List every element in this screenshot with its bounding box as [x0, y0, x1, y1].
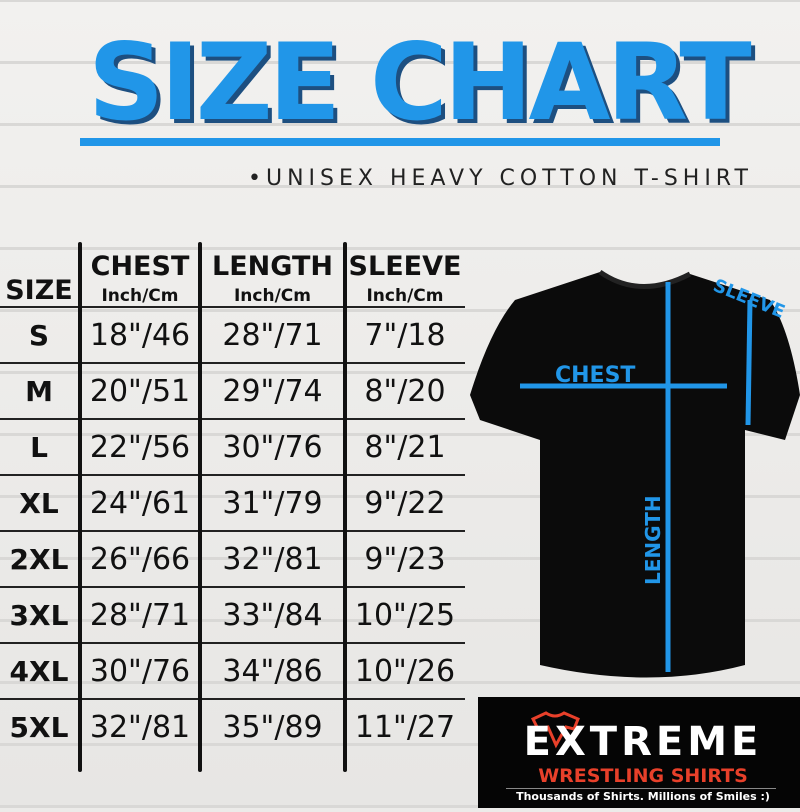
- size-label: 2XL: [9, 542, 69, 576]
- column-header: LENGTH: [212, 250, 333, 282]
- measurement-cell: 34"/86: [222, 653, 323, 689]
- measurement-cell: 10"/26: [354, 653, 456, 689]
- size-label: M: [25, 374, 53, 408]
- measurement-cell: 32"/81: [89, 709, 191, 745]
- measurement-cell: 18"/46: [89, 317, 191, 353]
- measurement-cell: 24"/61: [89, 485, 191, 521]
- subtitle: •UNISEX HEAVY COTTON T-SHIRT: [248, 166, 753, 191]
- row-divider: [0, 474, 465, 476]
- column-header: CHEST: [90, 250, 190, 282]
- measurement-cell: 28"/71: [222, 317, 323, 353]
- size-label: 4XL: [9, 654, 69, 688]
- measurement-cell: 9"/22: [364, 485, 446, 521]
- column-unit: Inch/Cm: [366, 286, 444, 306]
- row-divider: [0, 418, 465, 420]
- row-divider: [0, 642, 465, 644]
- row-divider: [0, 306, 465, 308]
- measurement-cell: 35"/89: [222, 709, 323, 745]
- row-divider: [0, 586, 465, 588]
- column-header: SLEEVE: [348, 250, 462, 282]
- shirt-logo-icon: [530, 711, 580, 749]
- column-divider: [78, 242, 82, 772]
- tshirt-shape: [470, 272, 800, 678]
- logo-word: EXTREME: [523, 719, 763, 765]
- column-unit: Inch/Cm: [233, 286, 311, 306]
- row-divider: [0, 530, 465, 532]
- size-label: L: [30, 430, 48, 464]
- size-label: S: [28, 318, 50, 352]
- measurement-cell: 31"/79: [222, 485, 323, 521]
- collar: [598, 269, 692, 289]
- measurement-cell: 32"/81: [222, 541, 323, 577]
- measurement-cell: 28"/71: [89, 597, 191, 633]
- page-title: SIZE CHART: [88, 21, 752, 144]
- measurement-cell: 22"/56: [89, 429, 191, 465]
- length-label: LENGTH: [641, 495, 665, 585]
- measurement-cell: 10"/25: [354, 597, 456, 633]
- measurement-cell: 8"/21: [364, 429, 446, 465]
- measurement-cell: 7"/18: [364, 317, 446, 353]
- logo-sub: WRESTLING SHIRTS: [538, 765, 748, 787]
- column-divider: [198, 242, 202, 772]
- column-divider: [343, 242, 347, 772]
- measurement-cell: 11"/27: [354, 709, 456, 745]
- measurement-cell: 9"/23: [364, 541, 446, 577]
- size-label: 3XL: [9, 598, 69, 632]
- measurement-cell: 29"/74: [222, 373, 323, 409]
- measurement-cell: 30"/76: [222, 429, 323, 465]
- measurement-cell: 8"/20: [364, 373, 446, 409]
- row-divider: [0, 698, 465, 700]
- measurement-cell: 20"/51: [89, 373, 191, 409]
- measurement-cell: 33"/84: [222, 597, 323, 633]
- logo-tagline: Thousands of Shirts. Millions of Smiles …: [516, 790, 770, 803]
- sleeve-line: [745, 299, 753, 426]
- column-unit: Inch/Cm: [101, 286, 179, 306]
- size-header: SIZE: [5, 274, 73, 306]
- chest-label: CHEST: [555, 363, 635, 388]
- size-label: 5XL: [9, 710, 69, 744]
- size-label: XL: [19, 486, 59, 520]
- title-underline: [80, 138, 720, 146]
- brand-logo: EXTREME WRESTLING SHIRTS Thousands of Sh…: [478, 697, 800, 808]
- measurement-cell: 26"/66: [89, 541, 191, 577]
- row-divider: [0, 362, 465, 364]
- measurement-cell: 30"/76: [89, 653, 191, 689]
